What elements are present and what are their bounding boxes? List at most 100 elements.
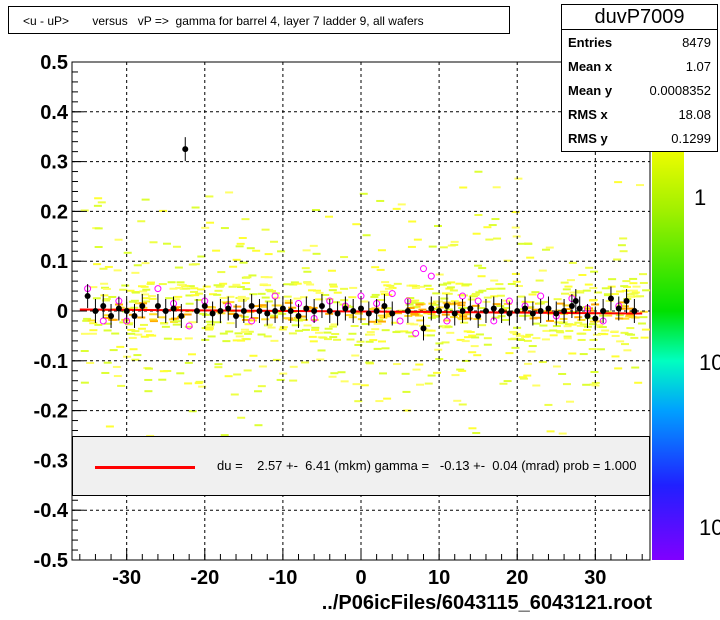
density-cell [127, 328, 136, 331]
density-cell [276, 378, 285, 381]
colorbar-label-3: 10 [699, 515, 720, 540]
density-cell [408, 220, 417, 223]
density-cell [93, 263, 102, 266]
density-cell [459, 186, 468, 189]
profile-point [443, 303, 450, 310]
profile-point [311, 308, 318, 314]
density-cell [312, 252, 321, 255]
density-cell [517, 242, 526, 245]
density-cell [566, 400, 575, 403]
density-cell [146, 282, 155, 285]
density-cell [427, 329, 436, 332]
density-cell [493, 237, 502, 240]
density-cell [94, 323, 103, 326]
density-cell [184, 337, 193, 340]
density-cell [284, 301, 293, 304]
profile-point [115, 305, 122, 312]
profile-point [568, 303, 575, 310]
profile-point [264, 310, 271, 317]
density-cell [303, 324, 312, 327]
density-cell [190, 290, 199, 293]
density-cell [512, 280, 521, 283]
density-cell [202, 285, 211, 288]
density-cell [108, 295, 117, 298]
profile-point [139, 303, 146, 310]
density-cell [176, 283, 185, 286]
density-cell [117, 384, 126, 387]
density-cell [111, 332, 120, 335]
profile-point [100, 303, 107, 310]
density-cell [483, 296, 492, 299]
density-cell [392, 331, 401, 334]
density-cell [427, 316, 436, 319]
density-cell [394, 312, 403, 315]
density-cell [366, 333, 375, 336]
density-cell [238, 236, 247, 239]
density-cell [219, 282, 228, 285]
profile-point-open [419, 265, 427, 273]
density-cell [104, 265, 113, 268]
profile-point [131, 312, 138, 319]
y-tick-label: -0.4 [34, 500, 69, 522]
density-cell [593, 320, 602, 323]
profile-point [217, 308, 224, 314]
profile-point [342, 305, 349, 312]
density-cell [332, 301, 341, 304]
density-cell [102, 287, 111, 290]
density-cell [313, 289, 322, 292]
density-cell [195, 380, 204, 383]
density-cell [444, 308, 453, 311]
profile-point-open [185, 322, 193, 330]
density-cell [432, 307, 441, 310]
density-cell [219, 296, 228, 299]
y-tick-label: 0.4 [40, 102, 69, 124]
density-cell [146, 281, 155, 284]
density-cell [236, 285, 245, 288]
density-cell [366, 331, 375, 334]
profile-point [256, 308, 263, 314]
density-cell [233, 305, 242, 308]
density-cell [385, 313, 394, 316]
density-cell [410, 323, 419, 326]
density-cell [239, 261, 248, 264]
profile-point [178, 312, 185, 319]
profile-point [623, 298, 630, 305]
density-cell [403, 409, 412, 412]
density-cell [232, 283, 241, 286]
density-cell [511, 272, 520, 275]
density-cell [488, 224, 497, 227]
density-cell [471, 293, 480, 296]
profile-point [615, 305, 622, 312]
density-cell [295, 329, 304, 332]
stats-box: duvP7009 Entries 8479 Mean x 1.07 Mean y 0.… [561, 4, 718, 152]
density-cell [248, 274, 257, 277]
density-cell [577, 318, 586, 321]
density-cell [360, 384, 369, 387]
profile-point [451, 310, 458, 317]
density-cell [220, 227, 229, 230]
profile-point [193, 308, 200, 314]
density-cell [163, 242, 172, 245]
density-cell [486, 287, 495, 290]
density-cell [329, 336, 338, 339]
density-cell [539, 324, 548, 327]
profile-point [287, 308, 294, 314]
density-cell [277, 250, 286, 253]
density-cell [171, 298, 180, 301]
density-cell [418, 308, 427, 311]
density-cell [119, 288, 128, 291]
profile-point [272, 308, 279, 314]
density-cell [626, 327, 635, 330]
density-cell [450, 243, 459, 246]
profile-point [389, 310, 396, 317]
density-cell [270, 316, 279, 319]
density-cell [459, 294, 468, 297]
profile-point [537, 308, 544, 314]
density-cell [147, 295, 156, 298]
density-cell [473, 318, 482, 321]
density-cell [161, 325, 170, 328]
density-cell [323, 331, 332, 334]
density-cell [113, 375, 122, 378]
stat-value: 0.0008352 [649, 83, 711, 98]
profile-point [514, 308, 521, 314]
